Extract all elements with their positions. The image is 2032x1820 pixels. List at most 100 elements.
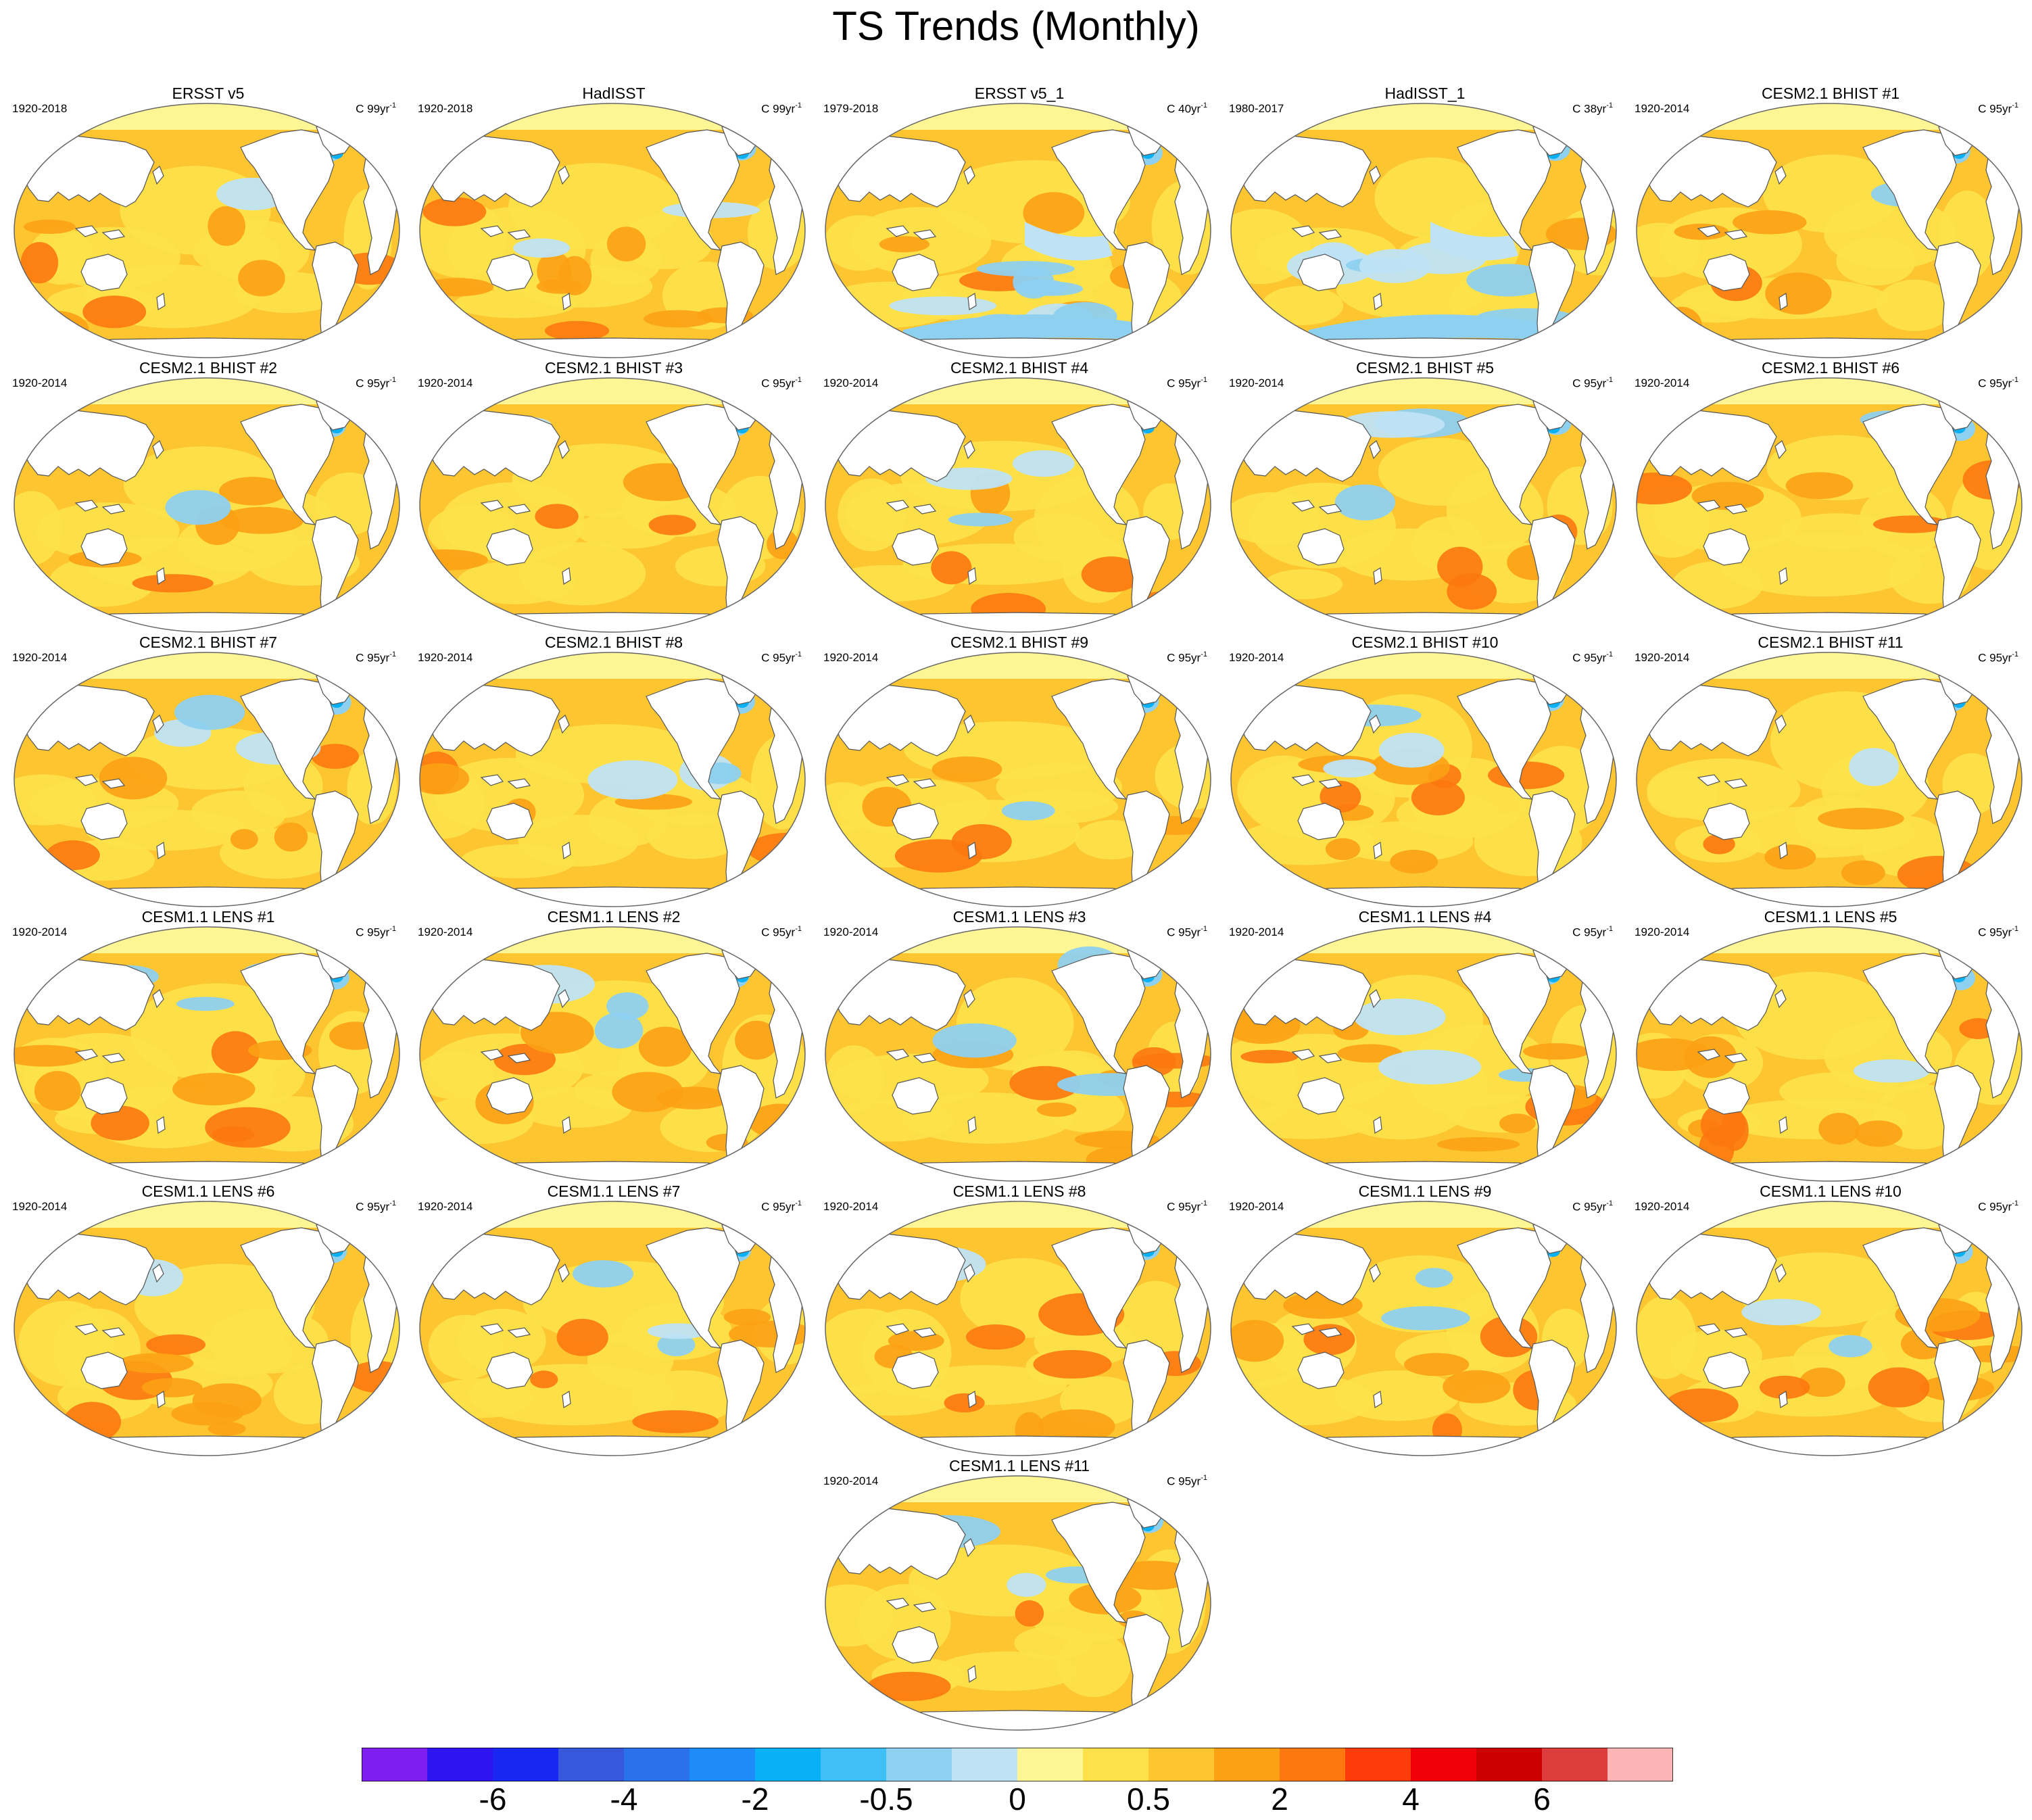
panel-title: CESM2.1 BHIST #4: [950, 359, 1089, 377]
panel-title: CESM1.1 LENS #1: [141, 908, 275, 926]
panel-units-base: C 95yr: [1572, 926, 1607, 939]
panel-period: 1920-2018: [12, 102, 68, 115]
panel-units: C 38yr-1: [1572, 99, 1613, 116]
panel-units: C 95yr-1: [1572, 648, 1613, 665]
panel-title: CESM2.1 BHIST #9: [950, 633, 1089, 651]
panel-title: CESM2.1 BHIST #10: [1351, 633, 1499, 651]
world-map: [1230, 926, 1617, 1182]
panel-units: C 95yr-1: [1572, 923, 1613, 940]
world-map: [14, 103, 400, 358]
panel-period: 1920-2014: [1229, 926, 1284, 938]
panel-units: C 95yr-1: [356, 1197, 396, 1214]
world-map: [14, 377, 400, 633]
colorbar-tick-label: -0.5: [859, 1781, 913, 1817]
panel-title: CESM2.1 BHIST #3: [544, 359, 683, 377]
panel-title: ERSST v5_1: [974, 85, 1065, 102]
panel-units: C 99yr-1: [761, 99, 802, 116]
panel-units: C 95yr-1: [1167, 1197, 1207, 1214]
colorbar-swatch: [624, 1748, 690, 1781]
panel-units-base: C 99yr: [356, 102, 390, 116]
world-map: [419, 103, 806, 358]
panel-units-base: C 95yr: [356, 1200, 390, 1214]
colorbar-swatch: [1214, 1748, 1280, 1781]
panel-title: HadISST: [582, 85, 646, 102]
panel-units: C 95yr-1: [1572, 374, 1613, 391]
panel-units-base: C 99yr: [761, 102, 796, 116]
panel-title: CESM2.1 BHIST #8: [544, 633, 683, 651]
panel-period: 1920-2014: [823, 926, 879, 938]
panel-units-exponent: -1: [2012, 650, 2018, 658]
map-panel: CESM2.1 BHIST #7 1920-2014 C 95yr-1: [5, 633, 411, 910]
panel-title: CESM1.1 LENS #6: [141, 1182, 275, 1200]
colorbar-swatch: [1083, 1748, 1149, 1781]
world-map: [1230, 377, 1617, 633]
panel-title: CESM1.1 LENS #4: [1358, 908, 1492, 926]
world-map: [419, 652, 806, 907]
map-panel: CESM1.1 LENS #11 1920-2014 C 95yr-1: [817, 1456, 1222, 1733]
panel-period: 1979-2018: [823, 102, 879, 115]
colorbar-swatch: [886, 1748, 952, 1781]
panel-units-exponent: -1: [389, 101, 396, 110]
panel-period: 1920-2014: [418, 1200, 473, 1213]
panel-title: CESM1.1 LENS #2: [547, 908, 681, 926]
world-map: [1636, 103, 2023, 358]
panel-title: CESM2.1 BHIST #7: [139, 633, 278, 651]
colorbar-swatch: [1280, 1748, 1346, 1781]
panel-title: CESM1.1 LENS #7: [547, 1182, 681, 1200]
panel-period: 1920-2014: [1635, 102, 1690, 115]
map-panel: CESM2.1 BHIST #8 1920-2014 C 95yr-1: [411, 633, 817, 910]
panel-units-base: C 95yr: [356, 926, 390, 939]
world-map: [825, 1201, 1211, 1456]
colorbar-tick-label: 0: [1009, 1781, 1026, 1817]
colorbar: [362, 1748, 1673, 1781]
panel-units-base: C 38yr: [1572, 102, 1607, 116]
colorbar-tick-label: 2: [1271, 1781, 1288, 1817]
map-panel: CESM2.1 BHIST #1 1920-2014 C 95yr-1: [1628, 84, 2032, 361]
panel-units-exponent: -1: [1606, 1199, 1613, 1207]
map-panel-grid: ERSST v5 1920-2018 C 99yr-1 HadISST 1920-201…: [5, 84, 2032, 1733]
colorbar-tick-label: 0.5: [1127, 1781, 1170, 1817]
panel-units: C 95yr-1: [1167, 1472, 1207, 1489]
map-panel: CESM2.1 BHIST #2 1920-2014 C 95yr-1: [5, 358, 411, 636]
world-map: [1230, 652, 1617, 907]
panel-period: 1920-2014: [418, 651, 473, 664]
map-panel: ERSST v5 1920-2018 C 99yr-1: [5, 84, 411, 361]
map-panel: CESM1.1 LENS #9 1920-2014 C 95yr-1: [1222, 1182, 1628, 1459]
world-map: [14, 926, 400, 1182]
panel-units: C 95yr-1: [1167, 374, 1207, 391]
panel-units-exponent: -1: [389, 1199, 396, 1207]
panel-units-exponent: -1: [2012, 925, 2018, 933]
panel-units-base: C 95yr: [1572, 651, 1607, 665]
panel-units: C 95yr-1: [761, 1197, 802, 1214]
panel-units-exponent: -1: [2012, 1199, 2018, 1207]
panel-period: 1920-2014: [12, 1200, 68, 1213]
panel-units-exponent: -1: [1201, 1199, 1207, 1207]
panel-units: C 95yr-1: [761, 923, 802, 940]
panel-units: C 95yr-1: [1978, 648, 2018, 665]
panel-units-base: C 40yr: [1167, 102, 1201, 116]
colorbar-swatch: [1411, 1748, 1477, 1781]
panel-units-exponent: -1: [2012, 376, 2018, 384]
panel-title: CESM1.1 LENS #3: [952, 908, 1086, 926]
world-map: [1230, 103, 1617, 358]
colorbar-swatch: [1345, 1748, 1411, 1781]
map-panel: CESM2.1 BHIST #5 1920-2014 C 95yr-1: [1222, 358, 1628, 636]
colorbar-swatch: [1542, 1748, 1608, 1781]
panel-units-base: C 95yr: [761, 651, 796, 665]
panel-units-base: C 95yr: [1167, 926, 1201, 939]
map-panel: CESM2.1 BHIST #4 1920-2014 C 95yr-1: [817, 358, 1222, 636]
panel-units-base: C 95yr: [1978, 1200, 2012, 1214]
panel-title: CESM1.1 LENS #5: [1764, 908, 1897, 926]
colorbar-swatch: [1476, 1748, 1543, 1781]
panel-units: C 95yr-1: [1167, 923, 1207, 940]
panel-period: 1920-2018: [418, 102, 473, 115]
colorbar-tick-label: 6: [1533, 1781, 1551, 1817]
map-panel: CESM2.1 BHIST #6 1920-2014 C 95yr-1: [1628, 358, 2032, 636]
panel-units-exponent: -1: [795, 376, 802, 384]
map-panel: CESM1.1 LENS #5 1920-2014 C 95yr-1: [1628, 907, 2032, 1184]
panel-period: 1920-2014: [823, 1200, 879, 1213]
panel-units-exponent: -1: [1606, 101, 1613, 110]
colorbar-swatch: [362, 1748, 428, 1781]
panel-title: CESM2.1 BHIST #1: [1761, 85, 1900, 102]
world-map: [1636, 652, 2023, 907]
